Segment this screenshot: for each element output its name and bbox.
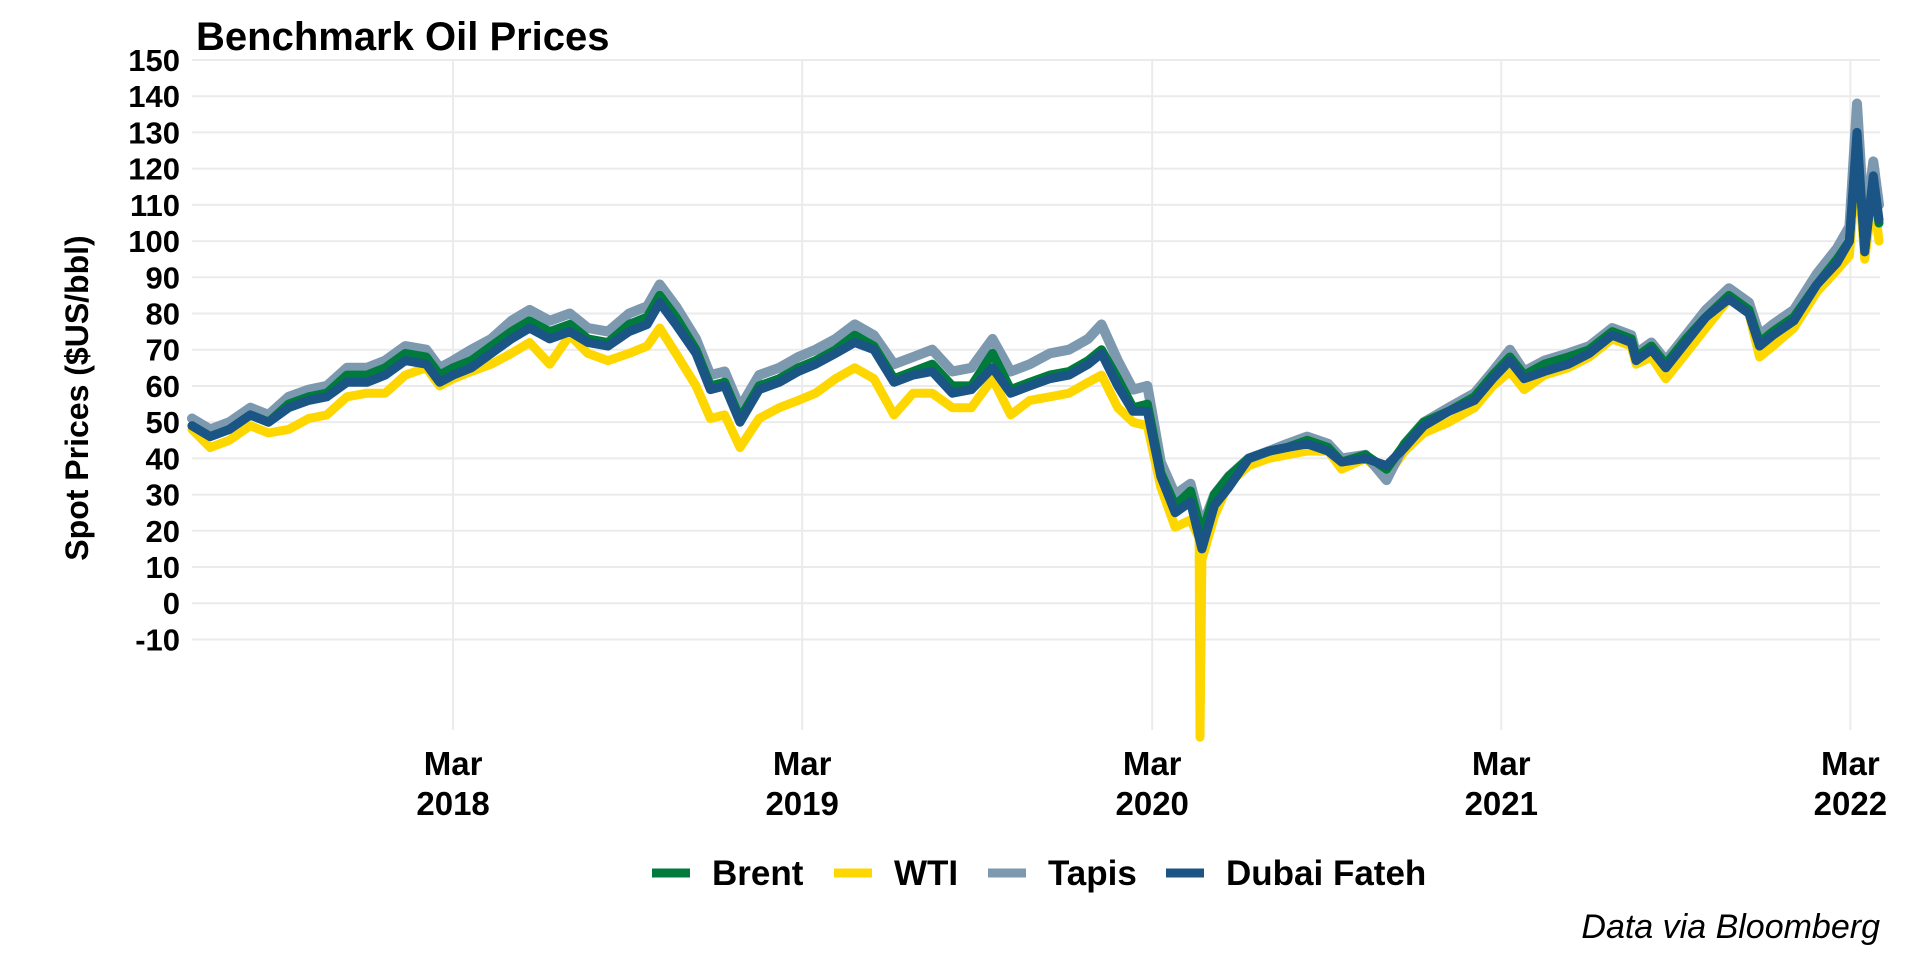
y-tick-label: 0	[163, 586, 180, 621]
x-tick-label-month: Mar	[1821, 745, 1880, 782]
legend-label-tapis: Tapis	[1048, 854, 1137, 893]
y-tick-label: 120	[128, 152, 180, 187]
x-tick-label-month: Mar	[773, 745, 832, 782]
legend: Brent WTI Tapis Dubai Fateh	[652, 854, 1426, 893]
y-tick-label: 110	[130, 188, 180, 223]
y-tick-label: 50	[146, 405, 180, 440]
x-tick-label-month: Mar	[1123, 745, 1182, 782]
x-tick-label-year: 2022	[1814, 785, 1887, 822]
y-tick-label: 20	[146, 514, 180, 549]
y-tick-label: 80	[146, 297, 180, 332]
series-line-tapis	[187, 98, 1884, 533]
legend-label-dubai-fateh: Dubai Fateh	[1226, 854, 1426, 893]
y-axis-label: Spot Prices ($US/bbl)	[59, 235, 95, 560]
grid-layer	[192, 59, 1880, 730]
y-tick-label: 100	[128, 224, 180, 259]
y-tick-label: 40	[146, 441, 180, 476]
y-tick-label: 30	[146, 478, 180, 513]
y-tick-label: 70	[146, 333, 180, 368]
legend-label-brent: Brent	[712, 854, 804, 893]
legend-label-wti: WTI	[894, 854, 958, 893]
x-tick-label-month: Mar	[424, 745, 483, 782]
y-tick-label: 10	[146, 550, 180, 585]
y-tick-label: 90	[146, 260, 180, 295]
x-tick-label-year: 2021	[1465, 785, 1538, 822]
y-tick-label: 60	[146, 369, 180, 404]
x-tick-label-year: 2019	[765, 785, 838, 822]
x-tick-label-year: 2018	[416, 785, 489, 822]
x-tick-label-month: Mar	[1472, 745, 1531, 782]
y-tick-label: 140	[128, 79, 180, 114]
series-line-dubai-fateh	[187, 127, 1884, 554]
series-lines	[187, 98, 1884, 742]
x-tick-label-year: 2020	[1115, 785, 1188, 822]
chart-title: Benchmark Oil Prices	[196, 15, 610, 59]
y-tick-label: 150	[128, 43, 180, 78]
y-tick-label: 130	[128, 115, 180, 150]
y-tick-label: -10	[135, 622, 180, 657]
chart-caption: Data via Bloomberg	[1581, 908, 1880, 946]
